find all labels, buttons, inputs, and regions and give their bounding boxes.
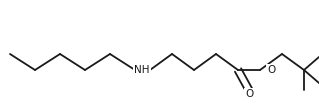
Text: O: O: [267, 65, 275, 75]
Text: NH: NH: [134, 65, 150, 75]
Text: O: O: [245, 89, 253, 99]
